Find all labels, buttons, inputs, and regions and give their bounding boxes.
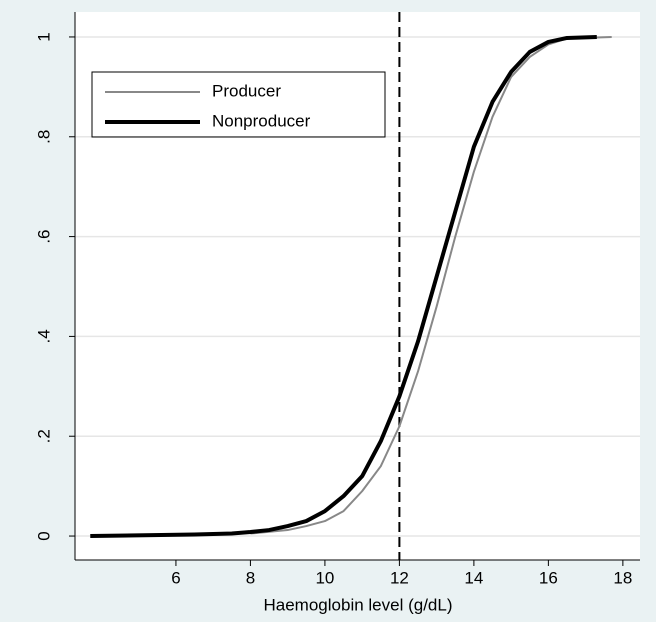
y-tick-label: .4 [34,329,53,343]
series-line [90,34,597,539]
legend-box [91,71,386,138]
plot-area [75,12,640,560]
x-axis-label: Haemoglobin level (g/dL) [264,595,453,614]
x-tick-label: 10 [315,568,334,587]
legend-label: Nonproducer [212,111,311,130]
y-tick-label: .8 [34,130,53,144]
legend-label: Producer [212,81,281,100]
y-tick-label: 1 [34,32,53,41]
x-tick-label: 8 [246,568,255,587]
x-tick-label: 12 [390,568,409,587]
x-tick-label: 16 [539,568,558,587]
series-line [250,35,612,535]
x-tick-label: 18 [613,568,632,587]
y-tick-label: .2 [34,429,53,443]
x-tick-label: 6 [171,568,180,587]
y-tick-label: .6 [34,229,53,243]
y-tick-label: 0 [34,531,53,540]
x-tick-label: 14 [464,568,483,587]
